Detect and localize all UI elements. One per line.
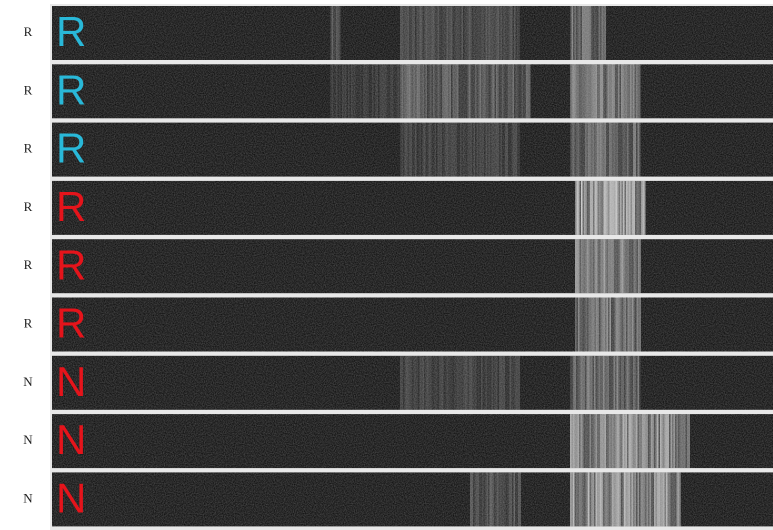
row-tag: R xyxy=(24,199,33,214)
strip xyxy=(52,6,773,60)
strip xyxy=(52,472,773,526)
strip-noise xyxy=(52,6,773,60)
row-label: R xyxy=(56,66,86,113)
row-tag: R xyxy=(24,141,33,156)
row-label: N xyxy=(56,416,86,463)
strip-noise xyxy=(52,64,773,118)
strip xyxy=(52,123,773,177)
figure: RRRRRRRRRRRRNNNNNN xyxy=(0,0,773,530)
strip-noise xyxy=(52,472,773,526)
strip xyxy=(52,239,773,293)
strip xyxy=(52,356,773,410)
row-tag: N xyxy=(23,374,33,389)
row-tag: R xyxy=(24,82,33,97)
row-label: N xyxy=(56,474,86,521)
strip xyxy=(52,64,773,118)
row-tag: R xyxy=(24,24,33,39)
strip-noise xyxy=(52,356,773,410)
strip xyxy=(52,298,773,352)
row-label: R xyxy=(56,125,86,172)
strip-noise xyxy=(52,239,773,293)
row-label: R xyxy=(56,300,86,347)
strip xyxy=(52,181,773,235)
row-tag: N xyxy=(23,490,33,505)
row-label: R xyxy=(56,183,86,230)
strip-noise xyxy=(52,298,773,352)
row-label: N xyxy=(56,358,86,405)
strip-noise xyxy=(52,181,773,235)
row-tag: R xyxy=(24,315,33,330)
row-label: R xyxy=(56,8,86,55)
strip-noise xyxy=(52,123,773,177)
strip xyxy=(52,414,773,468)
strip-noise xyxy=(52,414,773,468)
row-label: R xyxy=(56,241,86,288)
row-tag: R xyxy=(24,257,33,272)
row-tag: N xyxy=(23,432,33,447)
